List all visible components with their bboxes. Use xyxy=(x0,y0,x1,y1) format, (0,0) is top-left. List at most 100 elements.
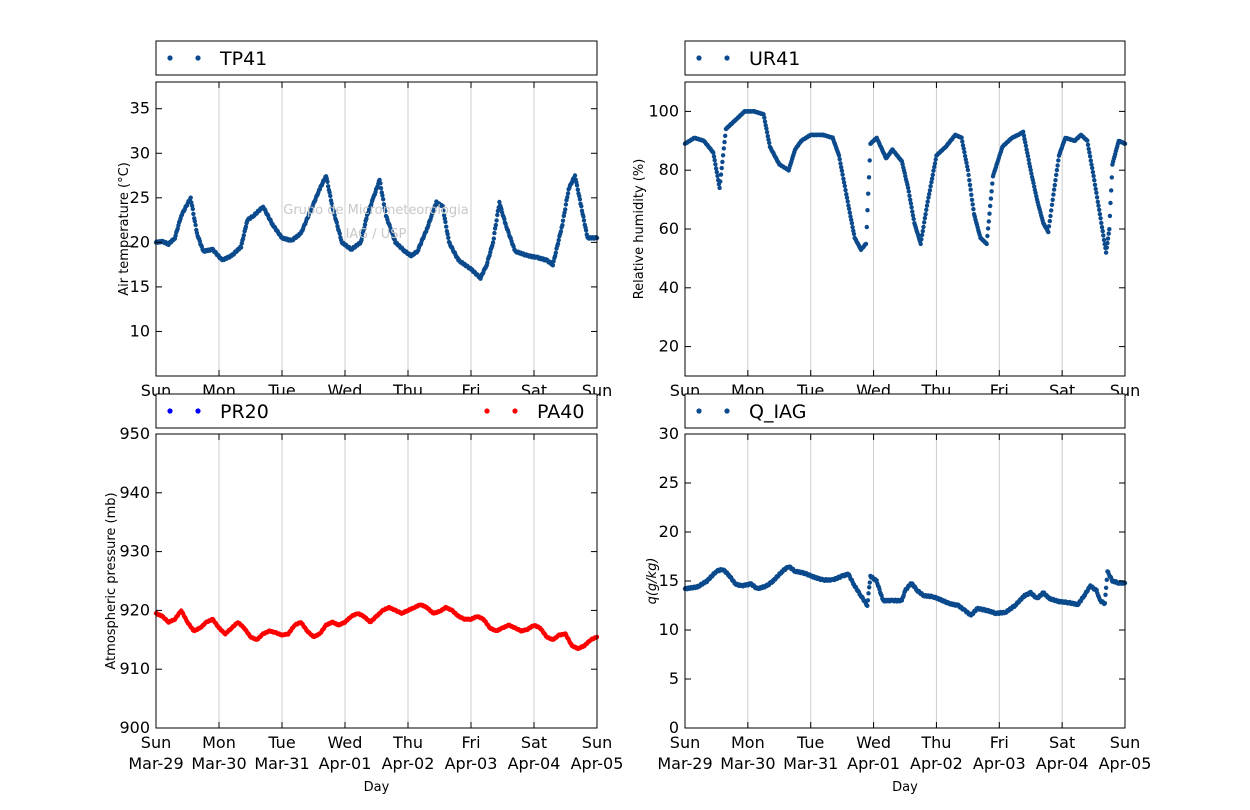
data-point xyxy=(173,233,178,238)
data-point xyxy=(920,228,925,234)
data-point xyxy=(840,172,845,177)
x-tick-label-date: Apr-04 xyxy=(508,754,561,773)
data-point xyxy=(718,172,724,177)
data-point xyxy=(713,162,718,167)
data-point xyxy=(1101,237,1107,243)
y-tick-label: 30 xyxy=(130,143,150,162)
data-point xyxy=(493,222,498,228)
data-point xyxy=(990,181,995,186)
x-tick-label-weekday: Fri xyxy=(461,733,480,752)
data-point xyxy=(910,213,916,218)
data-point xyxy=(1033,190,1038,196)
data-point xyxy=(329,201,334,206)
data-point xyxy=(712,158,717,163)
data-point xyxy=(560,223,565,228)
chart-panel-4: 0 5 10 15 20 25 30 Sun Mar-29 Mon Mar-30 Tue Mar-31 W… xyxy=(645,393,1151,795)
chart-panel-3: 900 910 920 930 940 950 Sun Mar-29 Mon Mar-30 Tue M… xyxy=(104,393,623,795)
data-point xyxy=(925,199,930,204)
data-point xyxy=(908,197,913,202)
data-point xyxy=(1085,138,1090,143)
data-point xyxy=(497,199,502,205)
data-point xyxy=(188,195,193,200)
data-point xyxy=(969,192,974,197)
data-point xyxy=(377,177,382,183)
data-point xyxy=(331,209,337,214)
x-tick-label-date: Apr-03 xyxy=(973,754,1026,773)
data-point xyxy=(720,153,726,158)
x-tick-label-weekday: Fri xyxy=(990,733,1009,752)
data-point xyxy=(764,126,769,131)
series-TP41 xyxy=(153,173,600,281)
data-point xyxy=(863,241,869,247)
x-tick-label-date: Apr-04 xyxy=(1036,754,1089,773)
data-point xyxy=(1107,227,1112,232)
data-point xyxy=(1103,585,1109,590)
x-tick-label-date: Apr-01 xyxy=(319,754,372,773)
data-point xyxy=(499,206,504,212)
data-point xyxy=(762,119,768,124)
data-point xyxy=(1103,592,1108,597)
data-point xyxy=(192,219,197,224)
y-tick-label: 80 xyxy=(659,160,679,179)
data-point xyxy=(175,226,180,231)
data-point xyxy=(1106,231,1111,236)
legend-marker xyxy=(724,55,730,61)
data-point xyxy=(1021,129,1026,134)
data-point xyxy=(241,233,246,238)
data-point xyxy=(193,222,198,228)
data-point xyxy=(1102,601,1108,606)
legend-box xyxy=(155,393,598,429)
legend-marker xyxy=(724,408,730,414)
data-point xyxy=(575,187,580,192)
data-point xyxy=(765,133,770,139)
data-point xyxy=(326,184,331,189)
data-point xyxy=(442,216,447,221)
data-point xyxy=(364,216,369,221)
x-tick-label-weekday: Mon xyxy=(202,733,236,752)
data-point xyxy=(926,195,931,200)
legend: Q_IAG xyxy=(684,393,1126,429)
legend-marker xyxy=(696,408,702,414)
data-point xyxy=(1049,202,1055,207)
data-point xyxy=(927,191,932,197)
data-point xyxy=(905,185,911,190)
data-point xyxy=(191,211,196,217)
data-point xyxy=(243,224,249,229)
data-point xyxy=(927,188,933,193)
data-point xyxy=(922,215,928,221)
data-point xyxy=(966,172,971,178)
y-tick-label: 10 xyxy=(130,321,150,340)
data-point xyxy=(1092,182,1098,187)
data-point xyxy=(1092,178,1097,183)
data-point xyxy=(1087,154,1093,159)
data-point xyxy=(189,203,195,208)
series-PA40 xyxy=(153,602,600,652)
data-point xyxy=(722,139,727,145)
data-point xyxy=(381,202,387,207)
data-point xyxy=(1047,218,1053,224)
data-point xyxy=(1028,167,1033,173)
data-point xyxy=(1055,163,1060,168)
x-tick-label-date: Mar-31 xyxy=(783,754,838,773)
legend: UR41 xyxy=(684,40,1126,76)
data-point xyxy=(761,112,766,117)
legend: PR20 PA40 xyxy=(155,393,598,429)
data-point xyxy=(932,164,937,170)
legend-label: TP41 xyxy=(219,48,267,70)
y-tick-label: 35 xyxy=(130,99,150,118)
data-point xyxy=(1094,195,1100,200)
x-tick-label-date: Mar-31 xyxy=(254,754,309,773)
x-tick-label-date: Apr-01 xyxy=(847,754,900,773)
data-point xyxy=(1109,175,1115,180)
data-point xyxy=(930,172,935,178)
y-axis-label: q(g/kg) xyxy=(645,558,660,605)
data-point xyxy=(849,221,855,226)
data-point xyxy=(441,213,447,218)
data-point xyxy=(874,578,879,583)
data-point xyxy=(717,185,722,191)
data-point xyxy=(721,146,726,151)
data-point xyxy=(919,237,924,242)
data-point xyxy=(492,230,497,236)
data-point xyxy=(866,175,872,180)
